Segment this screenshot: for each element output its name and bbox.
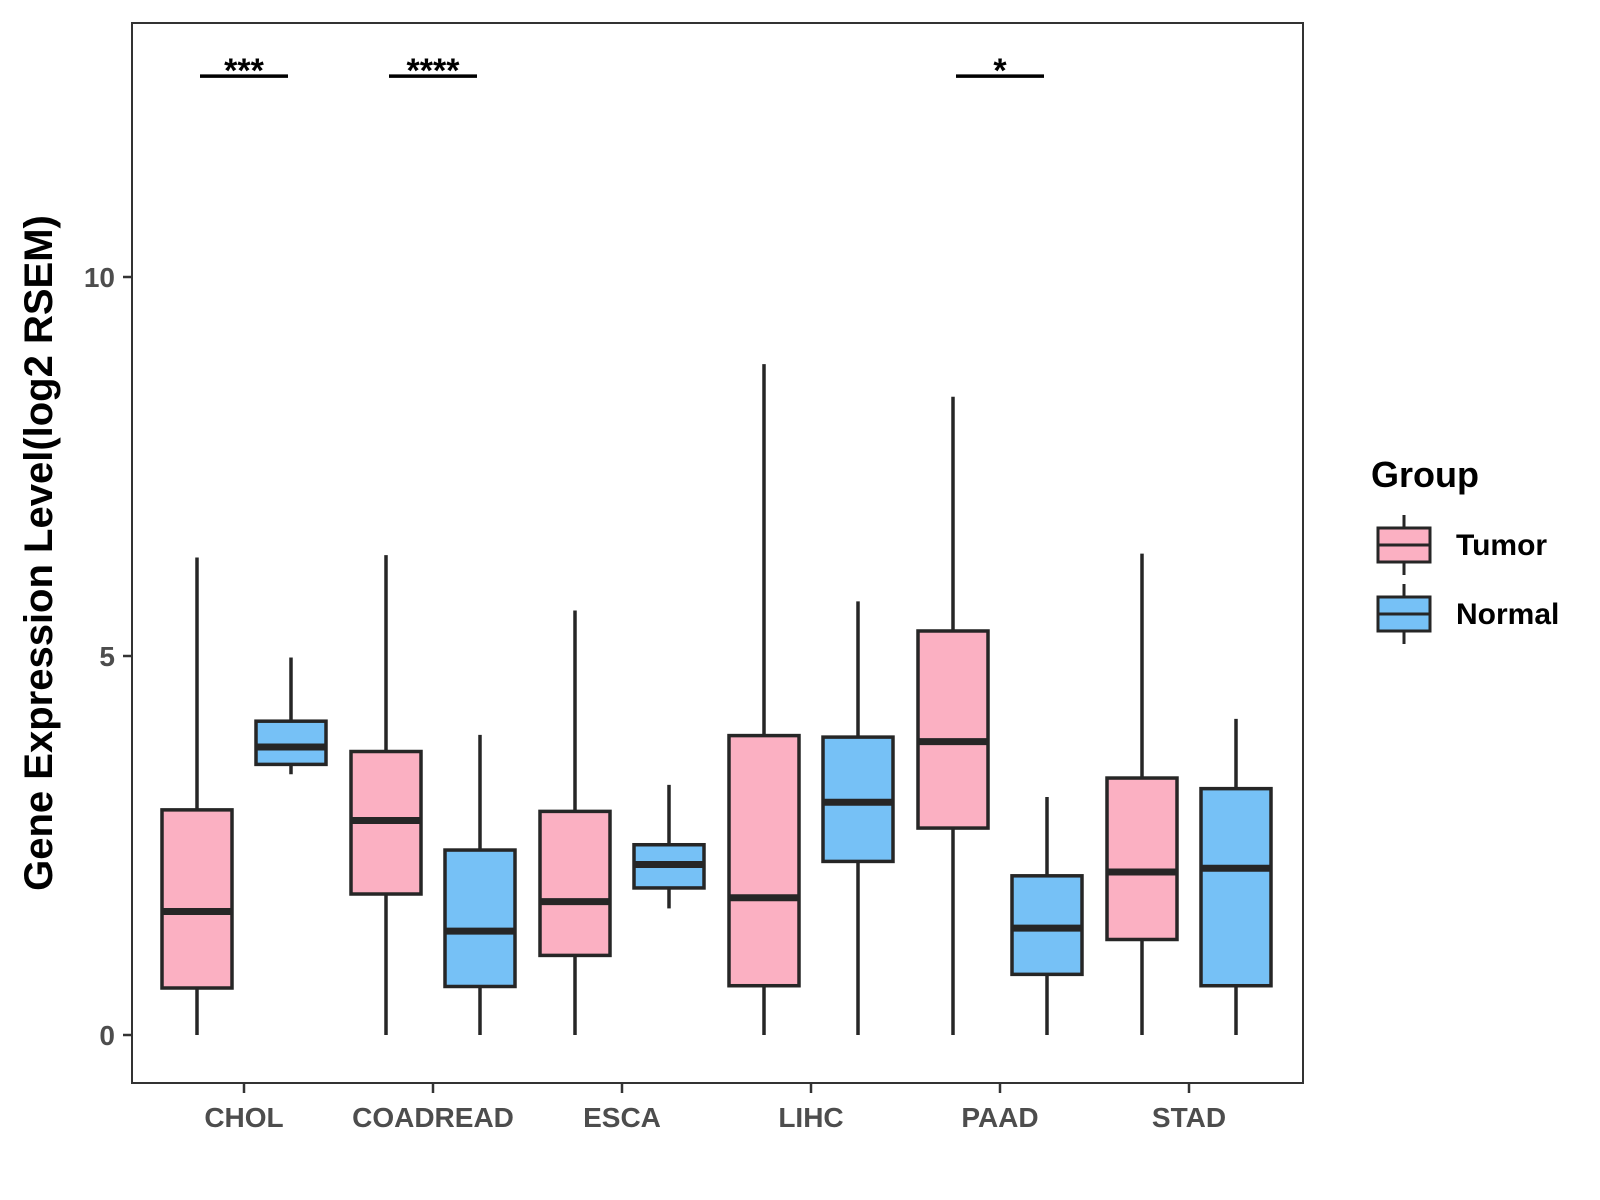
box-body [538,809,612,958]
significance-label-coadread: **** [407,52,461,90]
box-normal-stad [1199,718,1273,1035]
box-tumor-esca [538,610,612,1035]
box-normal-lihc [821,601,895,1035]
box-tumor-chol [160,557,234,1035]
box-normal-esca [632,784,706,909]
legend-item-tumor: Tumor [1376,515,1547,575]
box-body [443,848,517,989]
x-tick-label-paad: PAAD [961,1102,1038,1133]
box-body [727,733,801,988]
y-tick-label-0: 0 [99,1020,115,1051]
legend-label-tumor: Tumor [1456,529,1547,562]
significance-label-chol: *** [224,52,264,90]
boxes-layer [160,364,1273,1035]
legend-label-normal: Normal [1456,598,1559,631]
x-axis: CHOL COADREAD ESCA LIHC PAAD STAD [204,1083,1226,1133]
y-tick-label-5: 5 [99,641,115,672]
y-axis-title: Gene Expression Level(log2 RSEM) [17,215,61,891]
box-tumor-lihc [727,364,801,1035]
y-tick-label-10: 10 [84,262,115,293]
x-tick-label-lihc: LIHC [778,1102,843,1133]
box-normal-chol [254,657,328,775]
box-body [254,719,328,767]
box-body [1105,776,1179,942]
x-tick-label-coadread: COADREAD [352,1102,514,1133]
box-body [160,808,234,990]
legend: Group Tumor Normal [1371,454,1559,644]
box-tumor-paad [916,396,990,1035]
plot-panel-border [131,22,1304,1084]
x-tick-label-stad: STAD [1152,1102,1226,1133]
x-tick-label-chol: CHOL [204,1102,283,1133]
legend-title: Group [1371,454,1479,495]
box-tumor-coadread [349,555,423,1035]
box-normal-paad [1010,796,1084,1035]
box-tumor-stad [1105,553,1179,1035]
x-tick-label-esca: ESCA [583,1102,661,1133]
significance-layer: *** **** * [200,52,1044,90]
box-normal-coadread [443,734,517,1035]
box-body [916,629,990,830]
y-axis: 0 5 10 [84,262,132,1051]
significance-label-paad: * [993,52,1007,90]
legend-item-normal: Normal [1376,584,1559,644]
box-body [1199,786,1273,988]
